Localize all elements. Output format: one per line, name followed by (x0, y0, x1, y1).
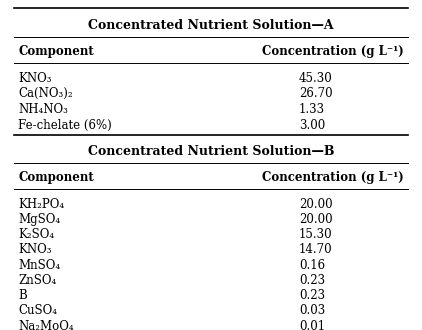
Text: Component: Component (18, 45, 94, 58)
Text: 0.16: 0.16 (299, 259, 325, 272)
Text: CuSO₄: CuSO₄ (18, 305, 57, 317)
Text: Concentration (g L⁻¹): Concentration (g L⁻¹) (262, 45, 404, 58)
Text: 14.70: 14.70 (299, 244, 333, 256)
Text: KH₂PO₄: KH₂PO₄ (18, 198, 64, 211)
Text: MgSO₄: MgSO₄ (18, 213, 60, 226)
Text: Concentrated Nutrient Solution—A: Concentrated Nutrient Solution—A (88, 19, 334, 32)
Text: Component: Component (18, 171, 94, 184)
Text: Concentration (g L⁻¹): Concentration (g L⁻¹) (262, 171, 404, 184)
Text: B: B (18, 289, 27, 302)
Text: 0.03: 0.03 (299, 305, 325, 317)
Text: 20.00: 20.00 (299, 198, 333, 211)
Text: Fe-chelate (6%): Fe-chelate (6%) (18, 118, 112, 132)
Text: Ca(NO₃)₂: Ca(NO₃)₂ (18, 87, 73, 100)
Text: K₂SO₄: K₂SO₄ (18, 228, 54, 241)
Text: 26.70: 26.70 (299, 87, 333, 100)
Text: MnSO₄: MnSO₄ (18, 259, 60, 272)
Text: ZnSO₄: ZnSO₄ (18, 274, 57, 287)
Text: 45.30: 45.30 (299, 72, 333, 85)
Text: Concentrated Nutrient Solution—B: Concentrated Nutrient Solution—B (88, 145, 334, 158)
Text: 0.23: 0.23 (299, 289, 325, 302)
Text: NH₄NO₃: NH₄NO₃ (18, 103, 68, 116)
Text: Na₂MoO₄: Na₂MoO₄ (18, 320, 74, 330)
Text: 0.23: 0.23 (299, 274, 325, 287)
Text: 0.01: 0.01 (299, 320, 325, 330)
Text: KNO₃: KNO₃ (18, 244, 51, 256)
Text: 20.00: 20.00 (299, 213, 333, 226)
Text: KNO₃: KNO₃ (18, 72, 51, 85)
Text: 3.00: 3.00 (299, 118, 325, 132)
Text: 1.33: 1.33 (299, 103, 325, 116)
Text: 15.30: 15.30 (299, 228, 333, 241)
